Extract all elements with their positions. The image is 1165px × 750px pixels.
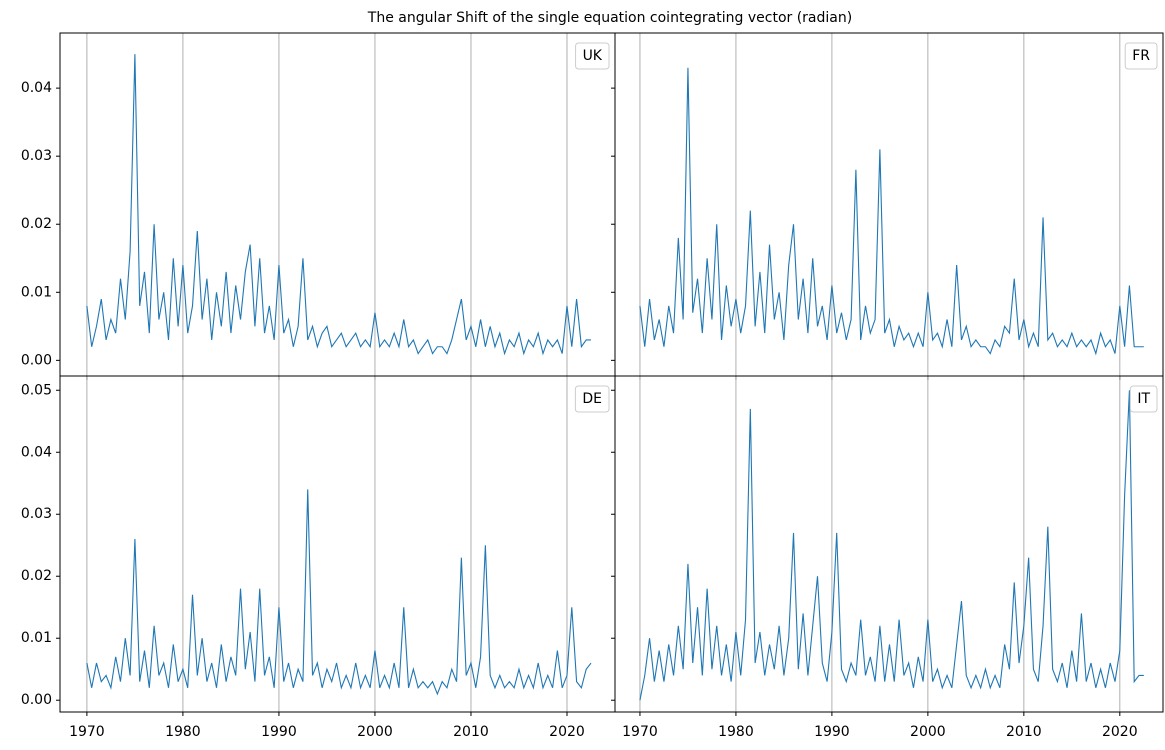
y-tick-label: 0.02 xyxy=(21,568,52,584)
x-tick-label: 2000 xyxy=(357,724,393,740)
panel: 1970 1980 1990 2000 2010 2020 0.00 0.01 0.02 0.03… xyxy=(21,375,616,740)
y-tick-label: 0.05 xyxy=(21,382,52,398)
panel: 1970 1980 1990 2000 2010 2020 IT xyxy=(611,375,1164,740)
x-tick-label: 1970 xyxy=(622,724,658,740)
x-tick-label: 1980 xyxy=(165,724,201,740)
x-tick-label: 1990 xyxy=(261,724,297,740)
y-tick-label: 0.02 xyxy=(21,216,52,232)
series-line xyxy=(86,54,591,356)
panel-frame xyxy=(614,375,1164,713)
x-tick-label: 2000 xyxy=(910,724,946,740)
figure-title: The angular Shift of the single equation… xyxy=(367,10,852,26)
y-tick-label: 0.03 xyxy=(21,148,52,164)
legend-label: FR xyxy=(1132,48,1150,64)
x-tick-label: 1970 xyxy=(69,724,105,740)
legend-box xyxy=(574,385,610,413)
legend-label: UK xyxy=(583,48,603,64)
x-tick-label: 2020 xyxy=(1102,724,1138,740)
legend-box xyxy=(575,42,610,70)
x-tick-label: 1980 xyxy=(718,724,754,740)
legend-label: IT xyxy=(1137,391,1150,407)
panel-frame xyxy=(59,32,616,377)
series-line xyxy=(86,489,592,696)
x-tick-label: 2020 xyxy=(549,724,585,740)
y-tick-label: 0.03 xyxy=(21,506,52,522)
y-tick-label: 0.00 xyxy=(21,352,52,368)
panel: FR xyxy=(611,32,1164,380)
series-line xyxy=(639,67,1144,356)
y-tick-label: 0.04 xyxy=(21,444,52,460)
y-tick-label: 0.01 xyxy=(21,284,52,300)
x-tick-label: 2010 xyxy=(453,724,489,740)
panel-frame xyxy=(614,32,1164,377)
series-line xyxy=(639,390,1144,701)
legend-box xyxy=(1124,42,1158,70)
y-tick-label: 0.04 xyxy=(21,80,52,96)
legend-box xyxy=(1129,385,1158,413)
x-tick-label: 1990 xyxy=(814,724,850,740)
y-tick-label: 0.00 xyxy=(21,692,52,708)
x-tick-label: 2010 xyxy=(1006,724,1042,740)
panel: 0.00 0.01 0.02 0.03 0.04 UK xyxy=(21,32,616,380)
y-tick-label: 0.01 xyxy=(21,630,52,646)
legend-label: DE xyxy=(582,391,602,407)
